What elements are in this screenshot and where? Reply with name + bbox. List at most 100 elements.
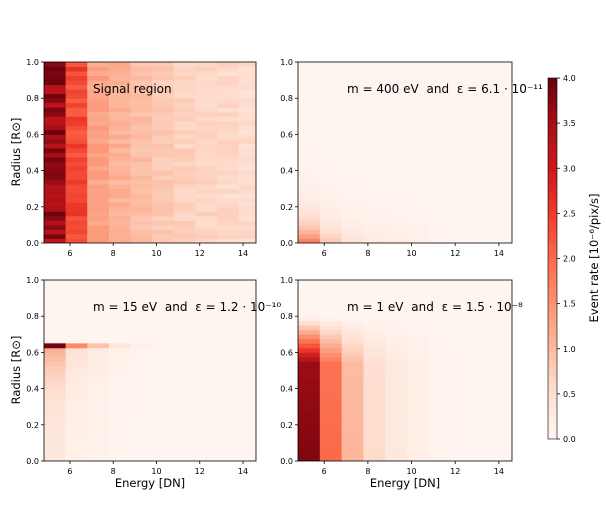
heatmap-cell (108, 406, 131, 412)
heatmap-cell (217, 75, 240, 81)
y-tick-label: 0.0 (280, 457, 293, 466)
heatmap-cell (65, 220, 88, 226)
heatmap-cell (298, 420, 321, 426)
heatmap-cell (238, 166, 256, 171)
x-tick-label: 12 (195, 249, 205, 258)
heatmap-cell (319, 193, 343, 199)
heatmap-cell (238, 224, 256, 230)
heatmap-cell (407, 334, 430, 340)
heatmap-cell (44, 102, 67, 108)
heatmap-cell (130, 370, 153, 376)
heatmap-cell (363, 215, 386, 221)
y-tick-label: 0.4 (26, 167, 39, 176)
heatmap-cell (363, 329, 386, 335)
heatmap-cell (238, 215, 256, 221)
heatmap-cell (363, 211, 386, 217)
heatmap-cells (298, 280, 512, 461)
heatmap-cell (44, 71, 67, 76)
heatmap-cell (108, 370, 131, 376)
heatmap-cell (44, 206, 67, 212)
heatmap-cell (44, 89, 67, 95)
heatmap-cell (341, 361, 364, 367)
heatmap-cell (363, 356, 386, 362)
y-tick-label: 0.6 (26, 348, 39, 357)
panel-annotation: m = 15 eV and ε = 1.2 · 10⁻¹⁰ (93, 300, 281, 314)
heatmap-cell (450, 365, 474, 371)
heatmap-cell (385, 197, 408, 203)
heatmap-cell (65, 370, 88, 376)
heatmap-cell (87, 93, 110, 99)
heatmap-cell (407, 202, 430, 208)
heatmap-cell (195, 175, 218, 181)
heatmap-cell (385, 447, 408, 453)
heatmap-cell (195, 102, 218, 108)
heatmap-cell (173, 202, 196, 208)
heatmap-cell (298, 343, 321, 349)
heatmap-cell (87, 365, 110, 371)
heatmap-cell (385, 343, 408, 349)
panel-signal-region: 6 8 10 12 14 0.0 0.2 0.4 0.6 0.8 1.0 Signal regio… (9, 58, 257, 258)
y-axis-ticks: 0.0 0.2 0.4 0.6 0.8 1.0 (280, 276, 298, 466)
heatmap-cell (341, 388, 364, 394)
heatmap-cell (44, 170, 67, 176)
heatmap-cell (130, 215, 153, 221)
heatmap-cell (44, 116, 67, 122)
heatmap-cell (195, 170, 218, 176)
heatmap-cell (385, 338, 408, 344)
heatmap-cell (44, 215, 67, 221)
heatmap-cell (173, 238, 196, 243)
heatmap-cell (173, 71, 196, 76)
heatmap-cell (319, 188, 343, 194)
heatmap-cell (130, 393, 153, 399)
heatmap-cell (385, 415, 408, 421)
heatmap-cell (319, 215, 343, 221)
heatmap-cell (173, 215, 196, 221)
colorbar-tick-label: 1.0 (563, 345, 576, 354)
heatmap-cell (108, 424, 131, 430)
heatmap-cell (195, 75, 218, 81)
heatmap-cell (319, 352, 343, 358)
x-tick-label: 6 (67, 467, 72, 476)
heatmap-cell (195, 120, 218, 126)
heatmap-cell (108, 393, 131, 399)
heatmap-cell (385, 456, 408, 461)
y-tick-label: 1.0 (26, 58, 39, 67)
heatmap-cell (363, 361, 386, 367)
x-tick-label: 12 (450, 249, 460, 258)
heatmap-cell (363, 397, 386, 403)
heatmap-cell (429, 442, 452, 448)
heatmap-cell (298, 202, 321, 208)
heatmap-cell (87, 184, 110, 190)
y-tick-label: 0.0 (26, 457, 39, 466)
heatmap-cell (238, 134, 256, 140)
heatmap-cell (44, 402, 67, 408)
heatmap-cell (217, 188, 240, 194)
heatmap-cell (385, 411, 408, 417)
heatmap-cell (363, 343, 386, 349)
heatmap-cell (298, 166, 321, 171)
heatmap-cell (319, 316, 343, 322)
heatmap-cell (130, 166, 153, 171)
heatmap-cell (65, 202, 88, 208)
heatmap-cell (238, 129, 256, 135)
heatmap-cell (87, 356, 110, 362)
y-tick-label: 0.4 (26, 385, 39, 394)
heatmap-cell (429, 343, 452, 349)
heatmap-cell (298, 451, 321, 457)
heatmap-cell (298, 147, 321, 153)
heatmap-cell (238, 107, 256, 113)
heatmap-cell (407, 379, 430, 385)
heatmap-cell (173, 80, 196, 86)
heatmap-cell (152, 93, 175, 99)
heatmap-cell (319, 238, 343, 243)
heatmap-cell (298, 197, 321, 203)
heatmap-cell (173, 220, 196, 226)
heatmap-cell (152, 184, 175, 190)
heatmap-cell (108, 71, 131, 76)
panel-m400: 6 8 10 12 14 0.0 0.2 0.4 0.6 0.8 1.0 m = 400 eV a… (280, 58, 543, 258)
heatmap-cell (298, 438, 321, 444)
heatmap-cell (385, 206, 408, 212)
heatmap-cell (44, 447, 67, 453)
heatmap-cell (44, 161, 67, 167)
heatmap-cell (450, 442, 474, 448)
